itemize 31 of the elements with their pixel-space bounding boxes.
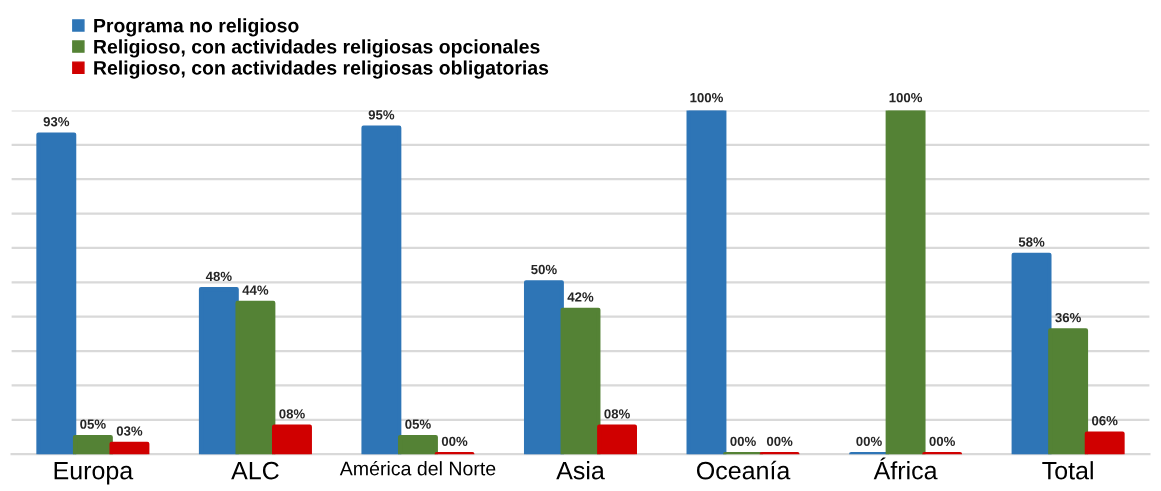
data-label: 58% [1018,237,1045,247]
data-label: 100% [690,92,723,103]
data-label: 00% [730,436,756,447]
data-label: 42% [567,292,594,302]
data-label: 08% [604,409,630,419]
data-label: 48% [205,271,232,282]
data-label: 50% [531,264,557,275]
legend-label: Religioso, con actividades religiosas opcionales [94,39,540,58]
x-tick-label: África [873,457,938,480]
data-label: 36% [1055,312,1081,323]
data-label: 00% [766,436,793,447]
x-tick-label: Asia [556,461,605,480]
data-label: 03% [116,426,143,436]
legend-label: Religioso, con actividades religiosas obligatorias [94,60,549,79]
data-label: 00% [856,436,882,447]
data-label: 00% [441,436,468,447]
x-tick-label: América del Norte [339,460,496,476]
data-label: 93% [43,117,70,127]
x-tick-label: Europa [54,462,134,485]
data-label: 06% [1092,416,1118,426]
data-label: 08% [279,409,305,419]
legend-label: Programa no religioso [94,18,299,37]
x-tick-label: ALC [231,461,279,480]
data-label: 05% [80,419,106,429]
data-label: 95% [368,110,395,120]
x-tick-label: Oceanía [696,460,791,480]
x-tick-label: Total [1042,461,1093,480]
data-label: 00% [929,436,956,447]
data-label: 44% [242,285,269,295]
data-label: 05% [405,419,431,429]
data-label: 100% [889,92,923,103]
